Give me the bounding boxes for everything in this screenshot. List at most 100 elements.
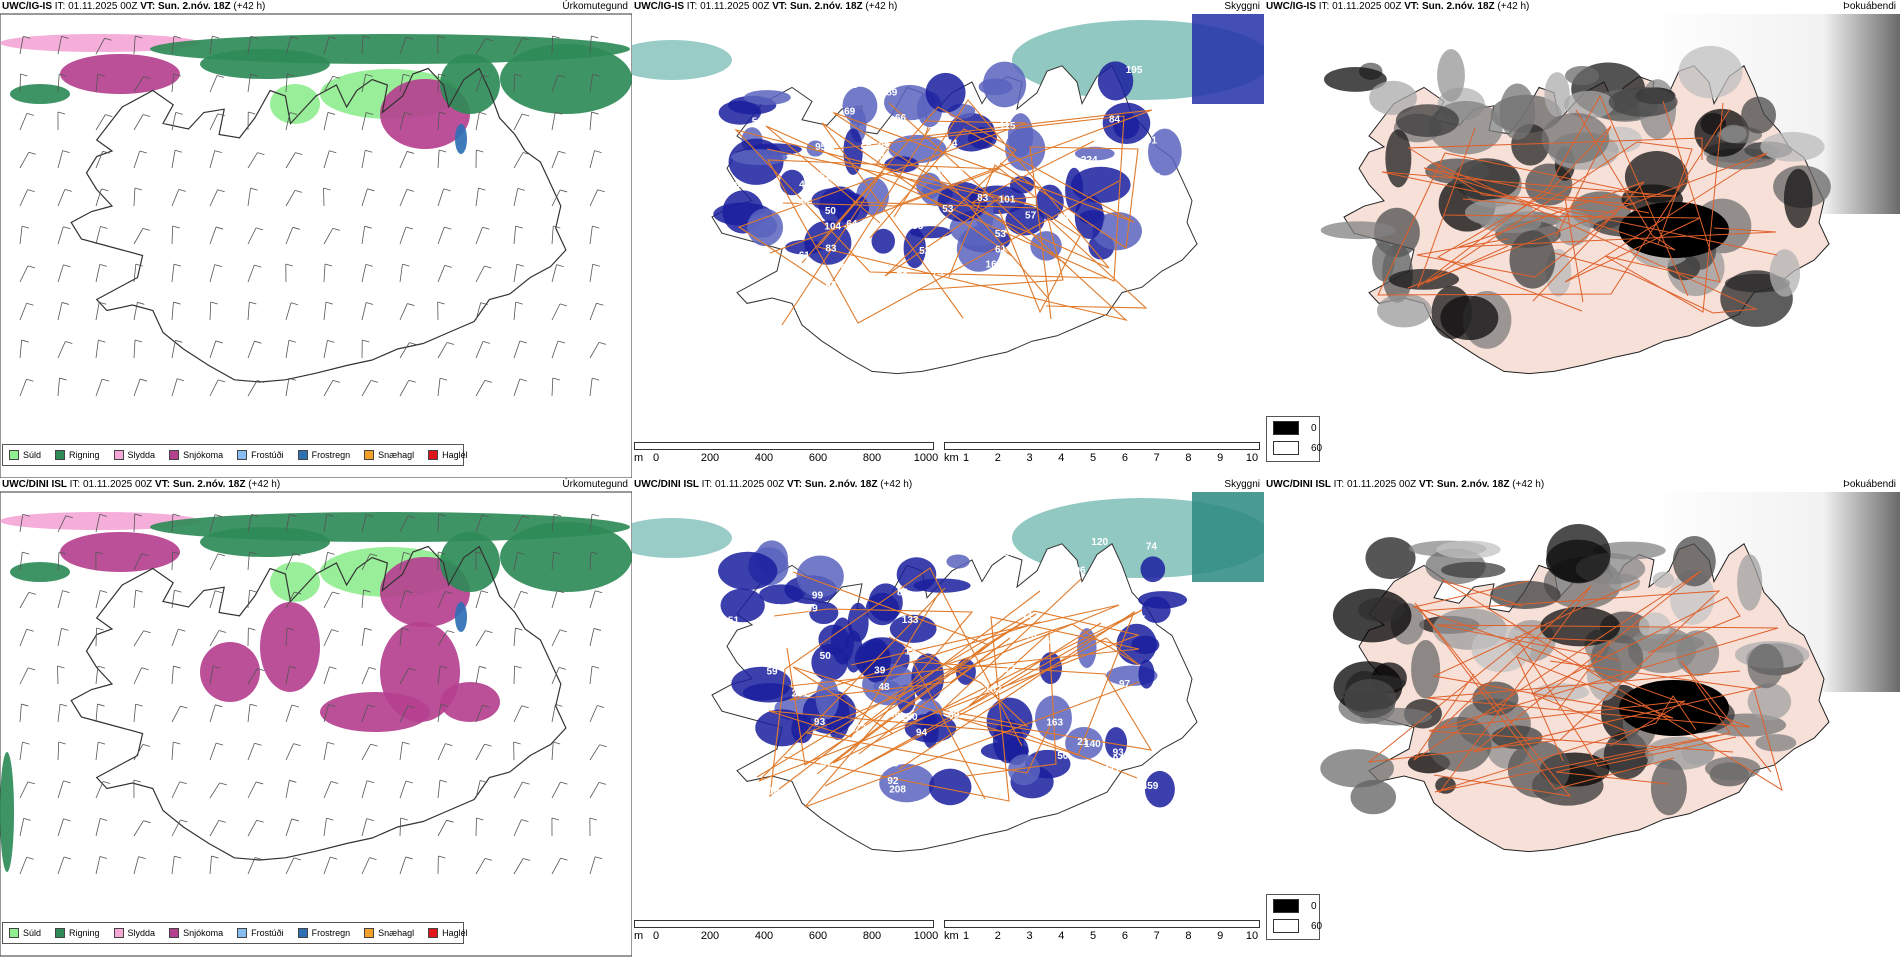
cloud-base-label: 97 — [1119, 679, 1131, 690]
precip-type-legend: Súld Rigning Slydda Snjókoma Frostúði Frostre… — [2, 922, 464, 944]
legend-swatch-frostúði — [237, 450, 247, 460]
visibility-colorbar-tick: 5 — [1090, 452, 1096, 464]
legend-swatch-slydda — [114, 450, 124, 460]
legend-item: Snæhagl — [364, 928, 414, 938]
fog-panel: UWC/IG-IS IT: 01.11.2025 00Z VT: Sun. 2.… — [1264, 0, 1900, 480]
model-name: UWC/DINI ISL — [634, 479, 702, 490]
legend-item: Frostúði — [237, 450, 284, 460]
cloud-base-label: 75 — [932, 268, 944, 279]
valid-time-label: VT: — [1419, 479, 1437, 490]
cloud-base-label: 50 — [825, 206, 837, 217]
panel-header: UWC/IG-IS IT: 01.11.2025 00Z VT: Sun. 2.… — [0, 0, 632, 14]
init-time: 01.11.2025 00Z — [700, 1, 772, 12]
valid-time: Sun. 2.nóv. 18Z — [1437, 479, 1512, 490]
model-name: UWC/DINI ISL — [1266, 479, 1334, 490]
cloud-base-label: 99 — [812, 590, 824, 601]
fog-legend-row: 0 — [1273, 421, 1317, 435]
cloud-base-label: 92 — [878, 141, 890, 152]
legend-swatch-frostúði — [237, 928, 247, 938]
init-time-label: IT: — [702, 479, 715, 490]
legend-swatch-frostregn — [298, 450, 308, 460]
cloud-base-label: 53 — [912, 221, 924, 232]
legend-item: Frostregn — [298, 450, 351, 460]
cloud-base-colorbar-unit: m — [634, 452, 643, 464]
cloud-base-label: 92 — [887, 776, 899, 787]
legend-item: Frostregn — [298, 928, 351, 938]
cloud-base-map: 2611601406984595956485042445773655518214… — [632, 478, 1264, 958]
cloud-base-label: 68 — [1141, 808, 1153, 819]
init-time: 01.11.2025 00Z — [68, 1, 140, 12]
cloud-base-label: 101 — [999, 195, 1016, 206]
legend-item: Haglél — [428, 928, 468, 938]
legend-item: Rigning — [55, 450, 100, 460]
cloud-base-label: 195 — [1126, 65, 1143, 76]
cloud-base-colorbar-tick: 600 — [809, 930, 827, 942]
cloud-base-label: 57 — [1088, 783, 1100, 794]
visibility-colorbar-tick: 10 — [1246, 452, 1258, 464]
init-time-label: IT: — [687, 1, 700, 12]
panel-title-precip-type: Úrkomutegund — [562, 0, 628, 14]
init-time: 01.11.2025 00Z — [715, 479, 787, 490]
cloud-base-colorbar-tick: 200 — [701, 930, 719, 942]
cloud-base-label: 103 — [873, 84, 890, 95]
visibility-colorbar-tick: 4 — [1058, 930, 1064, 942]
panel-title-cloud-base: Skyggni — [1224, 0, 1260, 14]
precip-type-map — [0, 478, 632, 958]
cloud-base-label: 61 — [995, 244, 1007, 255]
valid-time: Sun. 2.nóv. 18Z — [1422, 1, 1497, 12]
cloud-base-label: 224 — [1081, 155, 1098, 166]
panel-header: UWC/IG-IS IT: 01.11.2025 00Z VT: Sun. 2.… — [1264, 0, 1900, 14]
cloud-base-label: 50 — [1057, 751, 1069, 762]
visibility-colorbar-tick: 6 — [1122, 452, 1128, 464]
cloud-base-label: 104 — [824, 222, 841, 233]
cloud-base-label: 69 — [948, 710, 960, 721]
panel-header: UWC/DINI ISL IT: 01.11.2025 00Z VT: Sun.… — [0, 478, 632, 492]
visibility-colorbar-tick: 9 — [1217, 930, 1223, 942]
legend-item: Rigning — [55, 928, 100, 938]
cloud-base-label: 63 — [1057, 213, 1069, 224]
cloud-base-label: 44 — [799, 197, 811, 208]
cloud-base-label: 42 — [1021, 610, 1033, 621]
cloud-base-label: 55 — [861, 143, 873, 154]
cloud-base-label: 83 — [825, 243, 837, 254]
cloud-base-label: 73 — [1026, 630, 1038, 641]
visibility-colorbar-tick: 7 — [1154, 452, 1160, 464]
model-name: UWC/IG-IS — [1266, 1, 1319, 12]
init-time: 01.11.2025 00Z — [1347, 479, 1419, 490]
cloud-base-label: 43 — [825, 280, 837, 291]
cloud-base-label: 45 — [925, 210, 937, 221]
legend-swatch-súld — [9, 450, 19, 460]
legend-swatch-haglél — [428, 928, 438, 938]
legend-item: Súld — [9, 928, 41, 938]
panel-header: UWC/DINI ISL IT: 01.11.2025 00Z VT: Sun.… — [632, 478, 1264, 492]
visibility-colorbar-tick: 2 — [995, 452, 1001, 464]
cloud-base-label: 76 — [897, 271, 909, 282]
cloud-base-label: 53 — [995, 229, 1007, 240]
precip-type-map — [0, 0, 632, 480]
legend-item: Slydda — [114, 928, 156, 938]
panel-title-precip-type: Úrkomutegund — [562, 478, 628, 492]
fog-legend-label: 0 — [1311, 901, 1317, 912]
legend-swatch-rigning — [55, 450, 65, 460]
visibility-colorbar-tick: 3 — [1026, 452, 1032, 464]
legend-item: Frostúði — [237, 928, 284, 938]
cloud-base-label: 12 — [905, 646, 917, 657]
visibility-colorbar-tick: 7 — [1154, 930, 1160, 942]
cloud-base-label: 57 — [841, 263, 853, 274]
cloud-base-label: 80 — [879, 152, 891, 163]
cloud-base-label: 199 — [801, 603, 818, 614]
cloud-base-label: 74 — [946, 139, 958, 150]
legend-swatch-haglél — [428, 450, 438, 460]
cloud-base-label: 94 — [1113, 754, 1125, 765]
cloud-base-label: 53 — [942, 204, 954, 215]
cloud-base-label: 66 — [1077, 717, 1089, 728]
panel-title-fog: Þokuábendi — [1843, 0, 1896, 14]
cloud-base-label: 55 — [914, 800, 926, 811]
cloud-base-label: 48 — [953, 167, 965, 178]
legend-label: Snjókoma — [183, 928, 223, 938]
